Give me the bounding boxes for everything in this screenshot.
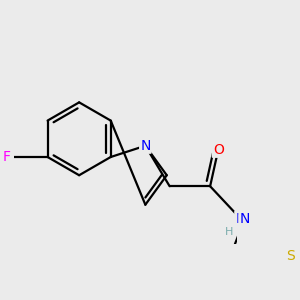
- Text: H: H: [225, 227, 233, 237]
- Text: S: S: [286, 249, 295, 263]
- Text: N: N: [235, 212, 246, 226]
- Text: N: N: [239, 212, 250, 226]
- Text: N: N: [140, 139, 151, 153]
- Text: O: O: [213, 143, 224, 157]
- Text: F: F: [3, 150, 11, 164]
